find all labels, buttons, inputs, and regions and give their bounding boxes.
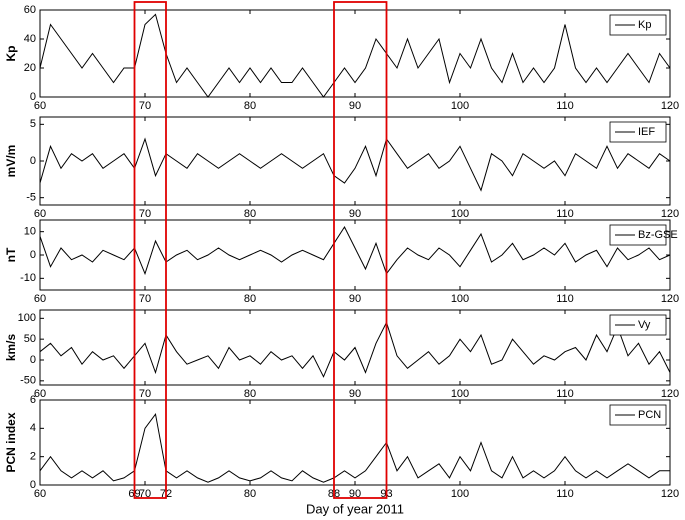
x-tick-label: 60 — [34, 488, 46, 500]
x-tick-label: 110 — [556, 388, 574, 400]
series-line — [39, 225, 671, 276]
y-tick-label: 0 — [30, 249, 36, 261]
y-tick-label: 0 — [30, 479, 36, 491]
y-axis-label: nT — [4, 247, 18, 262]
x-tick-label: 60 — [34, 100, 46, 112]
highlight-box — [333, 1, 388, 499]
y-tick-label: 5 — [30, 118, 36, 130]
legend-label: IEF — [638, 126, 655, 138]
legend: Vy — [609, 314, 667, 336]
y-tick-label: 40 — [24, 33, 36, 45]
legend-box — [609, 121, 667, 143]
x-tick-label: 120 — [661, 293, 679, 305]
x-tick-label: 70 — [139, 208, 151, 220]
x-tick-label: 70 — [139, 293, 151, 305]
x-tick-label: 90 — [349, 293, 361, 305]
x-tick-label: 110 — [556, 208, 574, 220]
legend: Bz-GSE — [609, 224, 678, 246]
y-tick-label: 2 — [30, 451, 36, 463]
legend-box — [609, 404, 667, 426]
legend-box — [609, 224, 667, 246]
y-axis-label: Kp — [4, 46, 18, 62]
y-tick-label: 0 — [30, 354, 36, 366]
legend-box — [609, 314, 667, 336]
series-line — [39, 412, 670, 483]
x-tick-label: 90 — [349, 388, 361, 400]
y-tick-label: 20 — [24, 62, 36, 74]
x-tick-label: 110 — [556, 100, 574, 112]
x-tick-label: 100 — [451, 100, 469, 112]
y-tick-label: -5 — [26, 192, 36, 204]
legend: Kp — [609, 14, 667, 36]
legend-box — [609, 14, 667, 36]
x-tick-label: 70 — [139, 100, 151, 112]
x-tick-label: 90 — [349, 488, 361, 500]
x-tick-label: 60 — [34, 208, 46, 220]
x-tick-label: 120 — [661, 488, 679, 500]
x-tick-label: 120 — [661, 100, 679, 112]
x-tick-label: 80 — [244, 293, 256, 305]
x-tick-label: 100 — [451, 293, 469, 305]
x-tick-label: 120 — [661, 388, 679, 400]
x-tick-label: 70 — [139, 488, 151, 500]
y-axis-label: mV/m — [4, 145, 18, 178]
x-tick-label: 60 — [34, 388, 46, 400]
series-line — [39, 321, 671, 378]
y-axis-label: PCN index — [4, 412, 18, 472]
legend-label: PCN — [638, 409, 661, 421]
x-tick-label: 80 — [244, 388, 256, 400]
plot-area — [39, 219, 671, 291]
x-tick-label: 80 — [244, 208, 256, 220]
y-tick-label: 10 — [24, 226, 36, 238]
legend-label: Vy — [638, 319, 651, 331]
legend-label: Bz-GSE — [638, 229, 678, 241]
series-line — [39, 137, 671, 192]
x-tick-label: 110 — [556, 293, 574, 305]
x-tick-label: 100 — [451, 208, 469, 220]
y-axis-label: km/s — [4, 334, 18, 362]
x-tick-label: 90 — [349, 100, 361, 112]
y-tick-label: -50 — [20, 375, 36, 387]
x-tick-label: 80 — [244, 100, 256, 112]
y-tick-label: 0 — [30, 155, 36, 167]
highlight-box — [133, 1, 167, 499]
x-axis-label: Day of year 2011 — [306, 501, 404, 516]
y-tick-label: 60 — [24, 4, 36, 16]
y-tick-label: 100 — [18, 312, 36, 324]
x-tick-label: 120 — [661, 208, 679, 220]
plot-area — [39, 116, 671, 206]
x-tick-label: 90 — [349, 208, 361, 220]
legend: PCN — [609, 404, 667, 426]
x-tick-label: 80 — [244, 488, 256, 500]
x-tick-label: 100 — [451, 488, 469, 500]
x-tick-label: 100 — [451, 388, 469, 400]
series-line — [39, 13, 671, 98]
x-tick-label: 70 — [139, 388, 151, 400]
y-tick-label: 50 — [24, 333, 36, 345]
x-tick-label: 110 — [556, 488, 574, 500]
y-tick-label: -10 — [20, 272, 36, 284]
y-tick-label: 4 — [30, 422, 36, 434]
legend-label: Kp — [638, 19, 651, 31]
legend: IEF — [609, 121, 667, 143]
x-tick-label: 60 — [34, 293, 46, 305]
y-tick-label: 6 — [30, 394, 36, 406]
y-tick-label: 0 — [30, 91, 36, 103]
